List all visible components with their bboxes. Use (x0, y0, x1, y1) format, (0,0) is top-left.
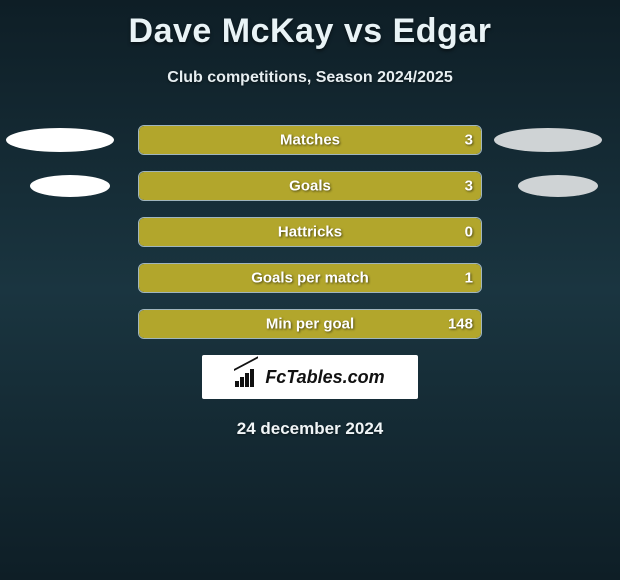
stat-label: Matches (280, 132, 340, 149)
brand-logo-box: FcTables.com (202, 355, 418, 399)
brand-logo-text: FcTables.com (265, 367, 384, 388)
player-left-marker (6, 128, 114, 152)
stat-label: Hattricks (278, 224, 342, 241)
brand-logo-icon (235, 367, 259, 387)
stat-value: 148 (448, 316, 473, 333)
stat-bar-track: Hattricks 0 (138, 217, 482, 247)
stat-bar-track: Goals 3 (138, 171, 482, 201)
stat-value: 3 (465, 132, 473, 149)
stat-value: 0 (465, 224, 473, 241)
player-right-marker (518, 175, 598, 197)
stat-row: Min per goal 148 (0, 309, 620, 339)
stat-row: Goals 3 (0, 171, 620, 201)
stat-value: 3 (465, 178, 473, 195)
stat-label: Min per goal (266, 316, 354, 333)
stat-row: Goals per match 1 (0, 263, 620, 293)
player-right-marker (494, 128, 602, 152)
stat-bar-track: Min per goal 148 (138, 309, 482, 339)
page-subtitle: Club competitions, Season 2024/2025 (0, 69, 620, 87)
stat-row: Hattricks 0 (0, 217, 620, 247)
stat-bar-track: Goals per match 1 (138, 263, 482, 293)
stat-row: Matches 3 (0, 125, 620, 155)
stat-value: 1 (465, 270, 473, 287)
comparison-chart: Matches 3 Goals 3 Hattricks 0 Goals per match 1… (0, 125, 620, 339)
player-left-marker (30, 175, 110, 197)
stat-label: Goals per match (251, 270, 369, 287)
snapshot-date: 24 december 2024 (0, 419, 620, 439)
stat-label: Goals (289, 178, 331, 195)
page-title: Dave McKay vs Edgar (0, 0, 620, 51)
stat-bar-track: Matches 3 (138, 125, 482, 155)
